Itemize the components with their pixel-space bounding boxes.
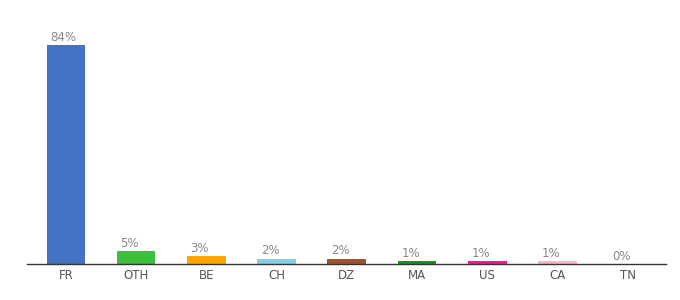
Text: 2%: 2% <box>331 244 350 257</box>
Text: 1%: 1% <box>401 247 420 260</box>
Bar <box>468 261 507 264</box>
Bar <box>187 256 226 264</box>
Text: 1%: 1% <box>471 247 490 260</box>
Text: 84%: 84% <box>50 31 76 44</box>
Text: 2%: 2% <box>260 244 279 257</box>
Bar <box>117 251 156 264</box>
Text: 1%: 1% <box>542 247 560 260</box>
Text: 5%: 5% <box>120 237 139 250</box>
Bar <box>328 259 366 264</box>
Bar <box>257 259 296 264</box>
Bar <box>398 261 437 264</box>
Text: 3%: 3% <box>190 242 209 255</box>
Bar <box>538 261 577 264</box>
Bar <box>46 45 85 264</box>
Text: 0%: 0% <box>612 250 630 263</box>
